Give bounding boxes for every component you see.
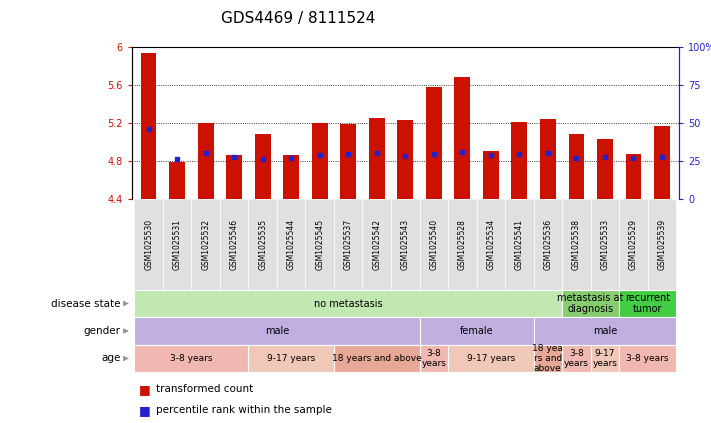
Text: GSM1025539: GSM1025539 bbox=[658, 219, 666, 270]
Bar bbox=[540, 119, 556, 199]
Text: GSM1025529: GSM1025529 bbox=[629, 219, 638, 270]
Bar bbox=[654, 126, 670, 199]
Bar bbox=[169, 162, 185, 199]
Text: GSM1025540: GSM1025540 bbox=[429, 219, 438, 270]
Text: metastasis at
diagnosis: metastasis at diagnosis bbox=[557, 293, 624, 314]
Text: GDS4469 / 8111524: GDS4469 / 8111524 bbox=[221, 11, 376, 25]
Bar bbox=[626, 154, 641, 199]
Text: 9-17
years: 9-17 years bbox=[592, 349, 617, 368]
Text: GSM1025545: GSM1025545 bbox=[315, 219, 324, 270]
Text: GSM1025535: GSM1025535 bbox=[258, 219, 267, 270]
Bar bbox=[255, 134, 271, 199]
Text: GSM1025542: GSM1025542 bbox=[373, 219, 381, 270]
Bar bbox=[426, 87, 442, 199]
Text: percentile rank within the sample: percentile rank within the sample bbox=[156, 405, 332, 415]
Text: 3-8 years: 3-8 years bbox=[170, 354, 213, 363]
Text: GSM1025544: GSM1025544 bbox=[287, 219, 296, 270]
Text: transformed count: transformed count bbox=[156, 384, 254, 394]
Text: male: male bbox=[593, 326, 617, 336]
Text: disease state: disease state bbox=[51, 299, 121, 308]
Text: GSM1025532: GSM1025532 bbox=[201, 219, 210, 270]
Text: GSM1025528: GSM1025528 bbox=[458, 219, 467, 270]
Text: ■: ■ bbox=[139, 383, 151, 396]
Text: recurrent
tumor: recurrent tumor bbox=[625, 293, 670, 314]
Text: GSM1025530: GSM1025530 bbox=[144, 219, 153, 270]
Text: GSM1025543: GSM1025543 bbox=[401, 219, 410, 270]
Text: 3-8
years: 3-8 years bbox=[564, 349, 589, 368]
Text: 18 years and above: 18 years and above bbox=[332, 354, 422, 363]
Text: 18 yea
rs and
above: 18 yea rs and above bbox=[533, 343, 563, 374]
Bar bbox=[369, 118, 385, 199]
Text: GSM1025533: GSM1025533 bbox=[600, 219, 609, 270]
Bar bbox=[397, 120, 413, 199]
Bar bbox=[511, 122, 527, 199]
Text: 9-17 years: 9-17 years bbox=[466, 354, 515, 363]
Text: GSM1025537: GSM1025537 bbox=[343, 219, 353, 270]
Bar bbox=[312, 123, 328, 199]
Text: no metastasis: no metastasis bbox=[314, 299, 383, 308]
Bar bbox=[198, 123, 213, 199]
Text: female: female bbox=[460, 326, 493, 336]
Text: age: age bbox=[102, 354, 121, 363]
Text: gender: gender bbox=[84, 326, 121, 336]
Text: GSM1025534: GSM1025534 bbox=[486, 219, 496, 270]
Text: GSM1025531: GSM1025531 bbox=[173, 219, 181, 270]
Text: ■: ■ bbox=[139, 404, 151, 417]
Bar bbox=[341, 124, 356, 199]
Bar bbox=[226, 155, 242, 199]
Text: GSM1025538: GSM1025538 bbox=[572, 219, 581, 270]
Text: GSM1025541: GSM1025541 bbox=[515, 219, 524, 270]
Bar bbox=[284, 155, 299, 199]
Bar bbox=[454, 77, 470, 199]
Bar bbox=[569, 134, 584, 199]
Bar bbox=[483, 151, 498, 199]
Text: 9-17 years: 9-17 years bbox=[267, 354, 316, 363]
Text: male: male bbox=[264, 326, 289, 336]
Text: 3-8
years: 3-8 years bbox=[422, 349, 447, 368]
Bar bbox=[597, 139, 613, 199]
Bar bbox=[141, 53, 156, 199]
Text: 3-8 years: 3-8 years bbox=[626, 354, 669, 363]
Text: GSM1025546: GSM1025546 bbox=[230, 219, 239, 270]
Text: GSM1025536: GSM1025536 bbox=[543, 219, 552, 270]
